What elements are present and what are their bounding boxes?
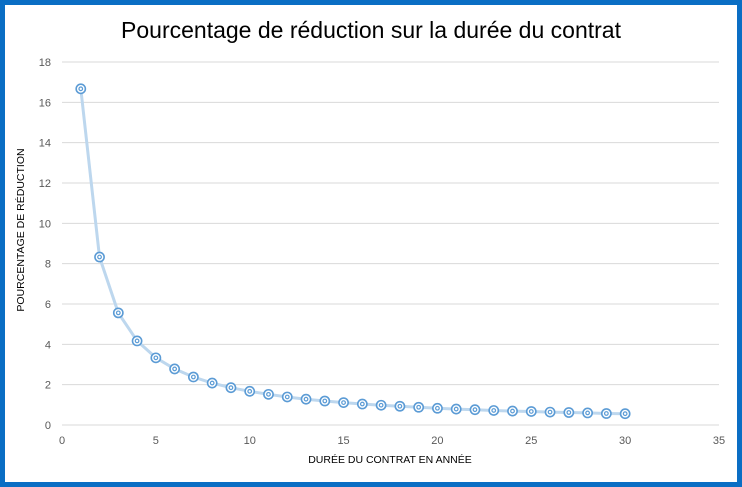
chart-title: Pourcentage de réduction sur la durée du… (121, 17, 622, 43)
data-point (544, 406, 556, 418)
x-tick-label: 0 (59, 435, 65, 447)
y-axis-label: POURCENTAGE DE RÉDUCTION (14, 148, 27, 311)
x-tick-label: 20 (431, 435, 443, 447)
y-tick-label: 2 (45, 380, 51, 392)
data-point (507, 405, 518, 417)
data-point (525, 406, 537, 417)
data-point (394, 400, 406, 412)
y-tick-label: 12 (39, 178, 51, 190)
y-tick-label: 0 (45, 420, 51, 432)
y-tick-label: 4 (45, 339, 51, 351)
y-tick-labels: 0 2 4 6 8 10 12 14 16 18 (39, 57, 51, 432)
data-point (413, 401, 425, 413)
x-tick-label: 30 (619, 435, 631, 447)
data-point (338, 397, 349, 409)
data-point (432, 402, 443, 414)
data-point (150, 352, 162, 364)
y-tick-label: 14 (39, 138, 51, 150)
y-tick-label: 6 (45, 299, 51, 311)
data-point (169, 363, 181, 375)
data-point (94, 251, 105, 263)
data-point (563, 407, 575, 418)
y-tick-label: 18 (39, 57, 51, 69)
data-point (300, 393, 312, 405)
data-point (281, 391, 293, 403)
x-tick-label: 15 (337, 435, 349, 447)
data-point (488, 405, 500, 416)
data-point (582, 407, 593, 419)
x-axis-label: DURÉE DU CONTRAT EN ANNÉE (308, 453, 472, 466)
gridlines (62, 61, 719, 426)
series-line (79, 88, 626, 416)
x-tick-label: 25 (525, 435, 537, 447)
y-tick-label: 8 (45, 259, 51, 271)
y-tick-label: 16 (39, 97, 51, 109)
data-point (319, 395, 331, 407)
x-tick-label: 35 (713, 435, 725, 447)
data-point (356, 398, 368, 410)
y-tick-label: 10 (39, 218, 51, 230)
x-tick-labels: 0 5 10 15 20 25 30 35 (59, 435, 725, 447)
data-point (469, 404, 481, 416)
data-point (619, 408, 631, 420)
x-tick-label: 5 (153, 435, 159, 447)
data-point (450, 403, 462, 415)
x-tick-label: 10 (244, 435, 256, 447)
data-point (206, 377, 218, 389)
data-point (187, 371, 199, 383)
data-point (225, 382, 237, 394)
data-point (375, 399, 387, 411)
data-point (75, 83, 87, 95)
data-point (112, 307, 124, 319)
data-point (600, 408, 612, 419)
data-point (131, 335, 143, 347)
data-point (244, 385, 256, 397)
data-point (263, 388, 274, 400)
series-markers (75, 83, 631, 420)
